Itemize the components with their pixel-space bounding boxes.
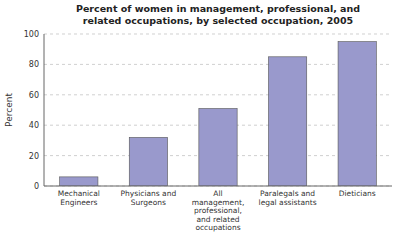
grid-line	[44, 186, 392, 187]
bar	[60, 177, 98, 186]
x-tick-label: Dieticians	[339, 189, 376, 198]
x-tick-label: Paralegals andlegal assistants	[259, 189, 317, 207]
y-axis	[44, 34, 45, 186]
x-tick-label: MechanicalEngineers	[58, 189, 100, 207]
x-axis	[44, 186, 392, 187]
y-tick-label: 20	[29, 152, 39, 161]
y-tick-label: 80	[29, 60, 39, 69]
bar	[129, 137, 167, 186]
y-axis-label: Percent	[4, 93, 14, 127]
grid	[44, 34, 392, 186]
bar	[268, 57, 306, 186]
y-tick-label: 100	[24, 30, 39, 39]
chart: 0 20 40 60 80 100 MechanicalEngineers Physician…	[0, 0, 401, 238]
y-tick-label: 60	[29, 91, 39, 100]
bar	[338, 42, 376, 186]
title: Percent of women in management, professi…	[76, 3, 360, 26]
bars	[60, 42, 377, 186]
grid-line	[44, 34, 392, 35]
y-tick-label: 0	[34, 182, 39, 191]
x-tick-label: Allmanagement,professional,and relatedoc…	[192, 189, 245, 232]
y-tick-label: 40	[29, 121, 39, 130]
x-tick-label: Physicians andSurgeons	[121, 189, 177, 207]
bar	[199, 108, 237, 186]
